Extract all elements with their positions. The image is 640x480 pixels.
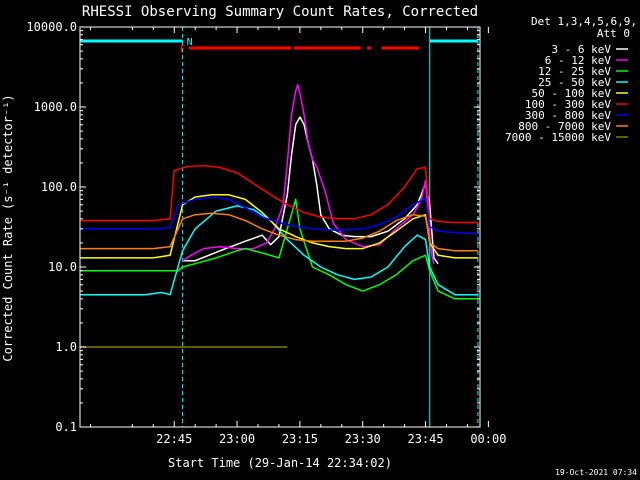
x-tick-label-5: 00:00 — [470, 432, 506, 446]
y-axis-label: Corrected Count Rate (s⁻¹ detector⁻¹) — [1, 94, 15, 361]
legend-detectors: Det 1,3,4,5,6,9, — [531, 15, 637, 28]
legend-label-6: 300 - 800 keV — [525, 109, 611, 122]
chart-title: RHESSI Observing Summary Count Rates, Co… — [82, 4, 478, 20]
series-line-3 — [80, 205, 478, 296]
timestamp: 19-Oct-2021 07:34 — [555, 468, 637, 477]
legend-attenuator: Att 0 — [597, 27, 630, 40]
x-tick-label-1: 23:00 — [219, 432, 255, 446]
series-line-7 — [80, 212, 478, 252]
x-tick-label-2: 23:15 — [282, 432, 318, 446]
y-tick-label-2: 100.0 — [41, 180, 77, 194]
series-line-6 — [80, 196, 478, 235]
legend-label-0: 3 - 6 keV — [551, 43, 611, 56]
x-tick-label-3: 23:30 — [345, 432, 381, 446]
flare-flag-label: F — [180, 44, 186, 55]
night-flag-label: N — [187, 37, 193, 48]
y-tick-label-4: 1.0 — [55, 340, 77, 354]
y-tick-label-5: 0.1 — [55, 420, 77, 434]
series-line-4 — [80, 194, 478, 259]
y-tick-label-1: 1000.0 — [34, 100, 77, 114]
x-axis-label: Start Time (29-Jan-14 22:34:02) — [168, 456, 392, 470]
legend-label-4: 50 - 100 keV — [532, 87, 612, 100]
series-line-2 — [80, 198, 478, 300]
x-tick-label-0: 22:45 — [156, 432, 192, 446]
legend-label-3: 25 - 50 keV — [538, 76, 611, 89]
series-line-5 — [80, 164, 478, 224]
legend-label-8: 7000 - 15000 keV — [505, 131, 611, 144]
x-tick-label-4: 23:45 — [407, 432, 443, 446]
legend-label-2: 12 - 25 keV — [538, 65, 611, 78]
legend-label-1: 6 - 12 keV — [545, 54, 612, 67]
y-tick-label-0: 10000.0 — [26, 20, 77, 34]
legend-label-5: 100 - 300 keV — [525, 98, 611, 111]
series-line-1 — [182, 83, 435, 264]
plot-frame — [79, 26, 481, 428]
y-tick-label-3: 10.0 — [48, 260, 77, 274]
legend-label-7: 800 - 7000 keV — [518, 120, 611, 133]
